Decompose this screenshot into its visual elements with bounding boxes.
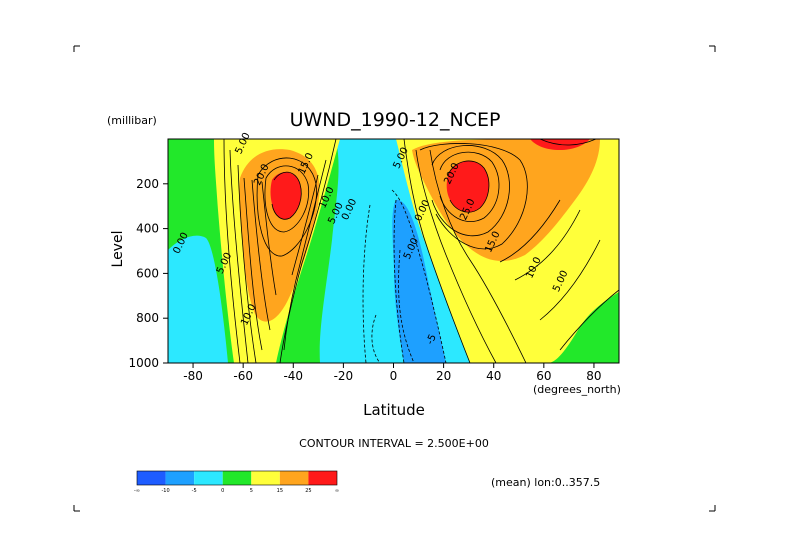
colorbar-swatch [251,471,280,485]
contour-lines-negative [362,189,447,363]
x-tick-label: 80 [586,369,601,383]
y-tick-label: 200 [136,177,159,191]
colorbar-swatch [137,471,166,485]
x-tick-label: -40 [283,369,303,383]
contour-interval-label: CONTOUR INTERVAL = 2.500E+00 [299,437,489,450]
fill-band-neg-west [168,235,228,363]
x-tick-label: -60 [233,369,253,383]
x-tick-label: 40 [486,369,501,383]
x-tick-label: 0 [390,369,398,383]
contour-lines [223,139,619,363]
colorbar-swatch [279,471,309,485]
colorbar-label: -∞ [134,488,140,494]
colorbar-label: -5 [192,488,197,494]
y-axis: 200 400 600 800 1000 [128,177,168,370]
y-tick-label: 600 [136,266,159,280]
fill-band-neg-core [392,199,446,363]
contour-label: -5 [425,333,439,347]
y-tick-label: 1000 [128,356,159,370]
x-tick-label: -80 [183,369,203,383]
colorbar-label: 0 [221,488,224,494]
fill-nh-25 [446,160,489,213]
y-tick-label: 400 [136,222,159,236]
fill-sh-25 [270,172,302,220]
y-tick-label: 800 [136,311,159,325]
y-unit-label: (millibar) [107,114,157,127]
x-axis: -80 -60 -40 -20 0 20 40 60 80 [183,363,602,383]
colorbar-label: 15 [277,488,283,494]
mean-label: (mean) lon:0..357.5 [491,476,600,489]
colorbar-swatch [194,471,223,485]
colorbar-label: -10 [161,488,169,494]
colorbar-label: 25 [305,488,311,494]
x-axis-title: Latitude [363,401,425,419]
colorbar-swatch [165,471,195,485]
colorbar: -∞ -10 -5 0 5 15 25 ∞ [134,470,339,494]
chart-title: UWND_1990-12_NCEP [290,109,501,131]
colorbar-swatch [308,471,337,485]
x-tick-label: 20 [436,369,451,383]
x-tick-label: -20 [334,369,354,383]
corner-marks [73,45,716,512]
colorbar-label: 5 [250,488,253,494]
colorbar-frame [136,470,338,486]
x-tick-label: 60 [536,369,551,383]
colorbar-label: ∞ [335,488,339,494]
x-unit-label: (degrees_north) [533,383,621,396]
contour-fill [168,139,619,363]
colorbar-swatch [222,471,252,485]
y-axis-title: Level [110,231,126,268]
